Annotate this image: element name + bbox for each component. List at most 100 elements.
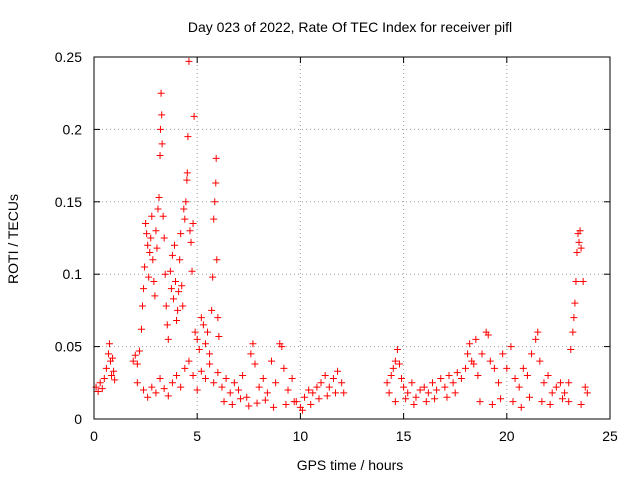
data-point <box>142 220 149 227</box>
data-point <box>210 216 217 223</box>
data-point <box>499 350 506 357</box>
data-point <box>158 111 165 118</box>
data-point <box>315 395 322 402</box>
data-point <box>169 379 176 386</box>
data-point <box>549 389 556 396</box>
data-point <box>429 379 436 386</box>
data-point <box>565 379 572 386</box>
data-point <box>534 329 541 336</box>
data-point <box>175 288 182 295</box>
data-point <box>524 372 531 379</box>
data-point <box>338 379 345 386</box>
data-point <box>181 216 188 223</box>
data-point <box>423 398 430 405</box>
data-point <box>386 389 393 396</box>
data-point <box>178 282 185 289</box>
data-point <box>390 365 397 372</box>
data-point <box>194 387 201 394</box>
data-point <box>140 387 147 394</box>
data-point <box>138 326 145 333</box>
data-point <box>149 256 156 263</box>
data-point <box>472 336 479 343</box>
data-point <box>384 379 391 386</box>
data-point <box>163 303 170 310</box>
data-point <box>570 314 577 321</box>
data-point <box>202 375 209 382</box>
data-point <box>254 400 261 407</box>
data-point <box>218 384 225 391</box>
data-point <box>557 379 564 386</box>
data-point <box>184 169 191 176</box>
data-point <box>134 379 141 386</box>
x-axis-label: GPS time / hours <box>297 457 404 473</box>
y-axis-label: ROTI / TECUs <box>5 194 21 284</box>
data-point <box>247 350 254 357</box>
data-point <box>150 278 157 285</box>
data-point <box>144 394 151 401</box>
data-point <box>180 206 187 213</box>
data-point <box>229 401 236 408</box>
data-point <box>580 278 587 285</box>
data-point <box>103 365 110 372</box>
data-point <box>280 365 287 372</box>
data-point <box>156 194 163 201</box>
data-point <box>237 395 244 402</box>
data-point <box>245 402 252 409</box>
data-point <box>206 350 213 357</box>
data-point <box>136 347 143 354</box>
data-point <box>194 336 201 343</box>
roti-scatter-chart: Day 023 of 2022, Rate Of TEC Index for r… <box>0 0 640 480</box>
data-point <box>392 398 399 405</box>
data-point <box>540 379 547 386</box>
data-point <box>177 384 184 391</box>
data-point <box>157 375 164 382</box>
x-tick-label: 5 <box>193 428 201 444</box>
data-point <box>170 295 177 302</box>
data-point <box>408 379 415 386</box>
data-point <box>400 384 407 391</box>
data-point <box>144 242 151 249</box>
data-point <box>143 230 150 237</box>
data-point <box>165 336 172 343</box>
data-point <box>190 372 197 379</box>
data-point <box>185 58 192 65</box>
x-tick-label: 20 <box>499 428 515 444</box>
data-point <box>512 375 519 382</box>
data-point <box>202 340 209 347</box>
x-tick-label: 0 <box>90 428 98 444</box>
data-point <box>158 90 165 97</box>
data-point <box>148 384 155 391</box>
data-point <box>324 392 331 399</box>
data-point <box>412 394 419 401</box>
data-point <box>177 230 184 237</box>
data-point <box>147 235 154 242</box>
y-tick-label: 0.15 <box>55 194 82 210</box>
data-point <box>171 242 178 249</box>
chart-title: Day 023 of 2022, Rate Of TEC Index for r… <box>188 19 512 35</box>
data-point <box>186 227 193 234</box>
data-point <box>322 372 329 379</box>
data-point <box>154 206 161 213</box>
grid-lines <box>94 57 610 419</box>
data-point <box>495 379 502 386</box>
data-point <box>332 389 339 396</box>
data-point <box>111 376 118 383</box>
data-point <box>567 346 574 353</box>
data-point <box>153 245 160 252</box>
data-point <box>572 278 579 285</box>
data-point <box>184 133 191 140</box>
data-point <box>200 321 207 328</box>
data-point <box>262 397 269 404</box>
data-point <box>214 369 221 376</box>
data-point <box>446 372 453 379</box>
data-point <box>497 395 504 402</box>
data-point <box>159 140 166 147</box>
data-point <box>443 394 450 401</box>
data-point <box>547 401 554 408</box>
data-point <box>181 365 188 372</box>
data-point <box>204 329 211 336</box>
data-point <box>227 389 234 396</box>
data-point <box>256 384 263 391</box>
data-point <box>165 392 172 399</box>
data-point <box>532 336 539 343</box>
